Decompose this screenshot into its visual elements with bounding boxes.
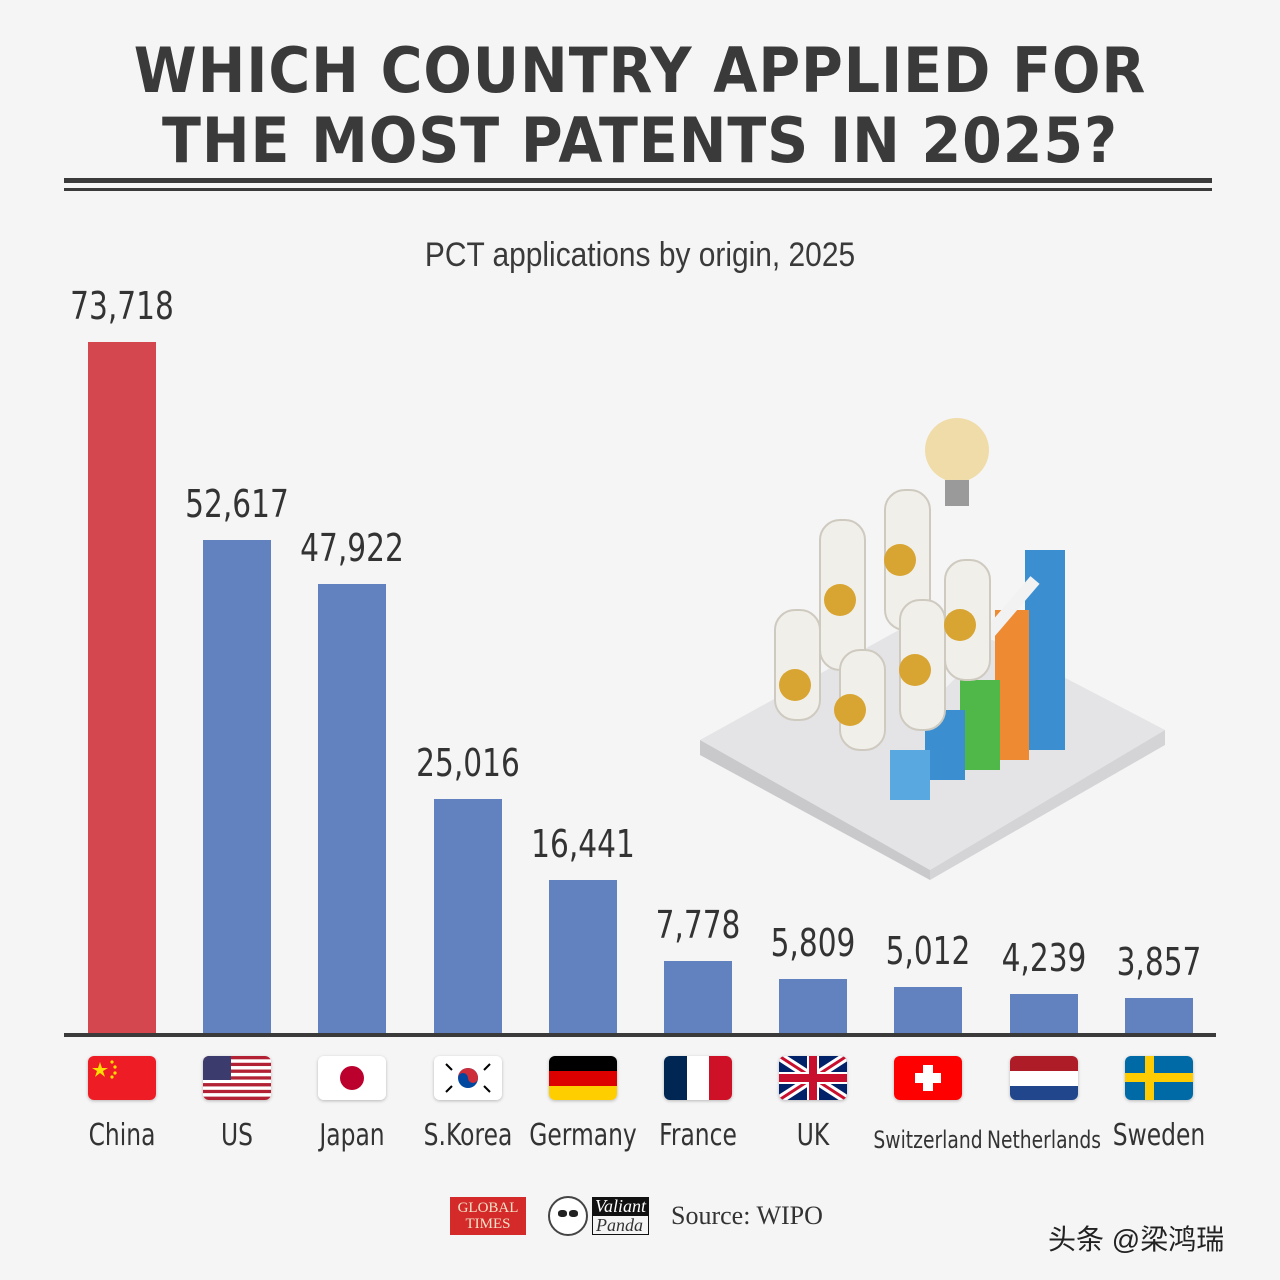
- country-label: Sweden: [1112, 1118, 1206, 1153]
- source-text: Source: WIPO: [671, 1201, 823, 1230]
- logo-text-global: GLOBAL: [457, 1200, 519, 1216]
- france-flag-icon: [664, 1056, 732, 1100]
- logo-text-times: TIMES: [465, 1216, 511, 1232]
- china-flag-icon: [88, 1056, 156, 1100]
- patent-illustration-icon: [700, 418, 1165, 880]
- country-label: UK: [796, 1118, 830, 1153]
- bar-value-label: 4,239: [1001, 936, 1087, 980]
- chart-subtitle: PCT applications by origin, 2025: [424, 236, 856, 274]
- sweden-flag-icon: [1125, 1056, 1193, 1100]
- bar-value-label: 5,012: [885, 929, 971, 973]
- footer: GLOBAL TIMES Valiant Panda Source: WIPO: [450, 1196, 823, 1236]
- title-divider-thick: [64, 178, 1212, 183]
- bar-switzerland: [894, 987, 962, 1034]
- country-label: Germany: [529, 1118, 637, 1153]
- valiant-panda-logo: Valiant Panda: [548, 1196, 650, 1236]
- bar-value-label: 73,718: [70, 284, 174, 328]
- country-label: Switzerland: [873, 1126, 983, 1154]
- bar-us: [203, 540, 271, 1034]
- country-label: Netherlands: [986, 1126, 1102, 1154]
- title-line-2: THE MOST PATENTS IN 2025?: [162, 104, 1118, 177]
- south-korea-flag-icon: [434, 1056, 502, 1100]
- bar-value-label: 7,778: [655, 903, 741, 947]
- country-label: US: [220, 1118, 253, 1153]
- title-divider-thin: [64, 188, 1212, 191]
- bar-value-label: 3,857: [1116, 940, 1202, 984]
- country-label: Japan: [319, 1118, 385, 1153]
- global-times-logo: GLOBAL TIMES: [450, 1197, 526, 1235]
- uk-flag-icon: [779, 1056, 847, 1100]
- country-label: China: [88, 1118, 156, 1153]
- bar-netherlands: [1010, 994, 1078, 1034]
- germany-flag-icon: [549, 1056, 617, 1100]
- panda-icon: [548, 1196, 588, 1236]
- watermark: 头条 @梁鸿瑞: [1048, 1224, 1225, 1255]
- bar-value-label: 5,809: [770, 921, 856, 965]
- country-label: S.Korea: [423, 1118, 513, 1153]
- x-axis-line: [64, 1033, 1216, 1037]
- switzerland-flag-icon: [894, 1056, 962, 1100]
- netherlands-flag-icon: [1010, 1056, 1078, 1100]
- bar-japan: [318, 584, 386, 1034]
- bar-value-label: 52,617: [185, 482, 289, 526]
- logo-text-panda: Panda: [592, 1215, 650, 1235]
- bar-germany: [549, 880, 617, 1034]
- us-flag-icon: [203, 1056, 271, 1100]
- bar-china: [88, 342, 156, 1034]
- country-label: France: [659, 1118, 737, 1153]
- bar-value-label: 25,016: [416, 741, 520, 785]
- japan-flag-icon: [318, 1056, 386, 1100]
- bar-skorea: [434, 799, 502, 1034]
- bar-value-label: 16,441: [531, 822, 635, 866]
- title-line-1: WHICH COUNTRY APPLIED FOR: [133, 34, 1147, 107]
- bar-value-label: 47,922: [300, 526, 404, 570]
- bar-sweden: [1125, 998, 1193, 1034]
- bar-france: [664, 961, 732, 1034]
- logo-text-valiant: Valiant: [592, 1197, 650, 1215]
- bar-uk: [779, 979, 847, 1034]
